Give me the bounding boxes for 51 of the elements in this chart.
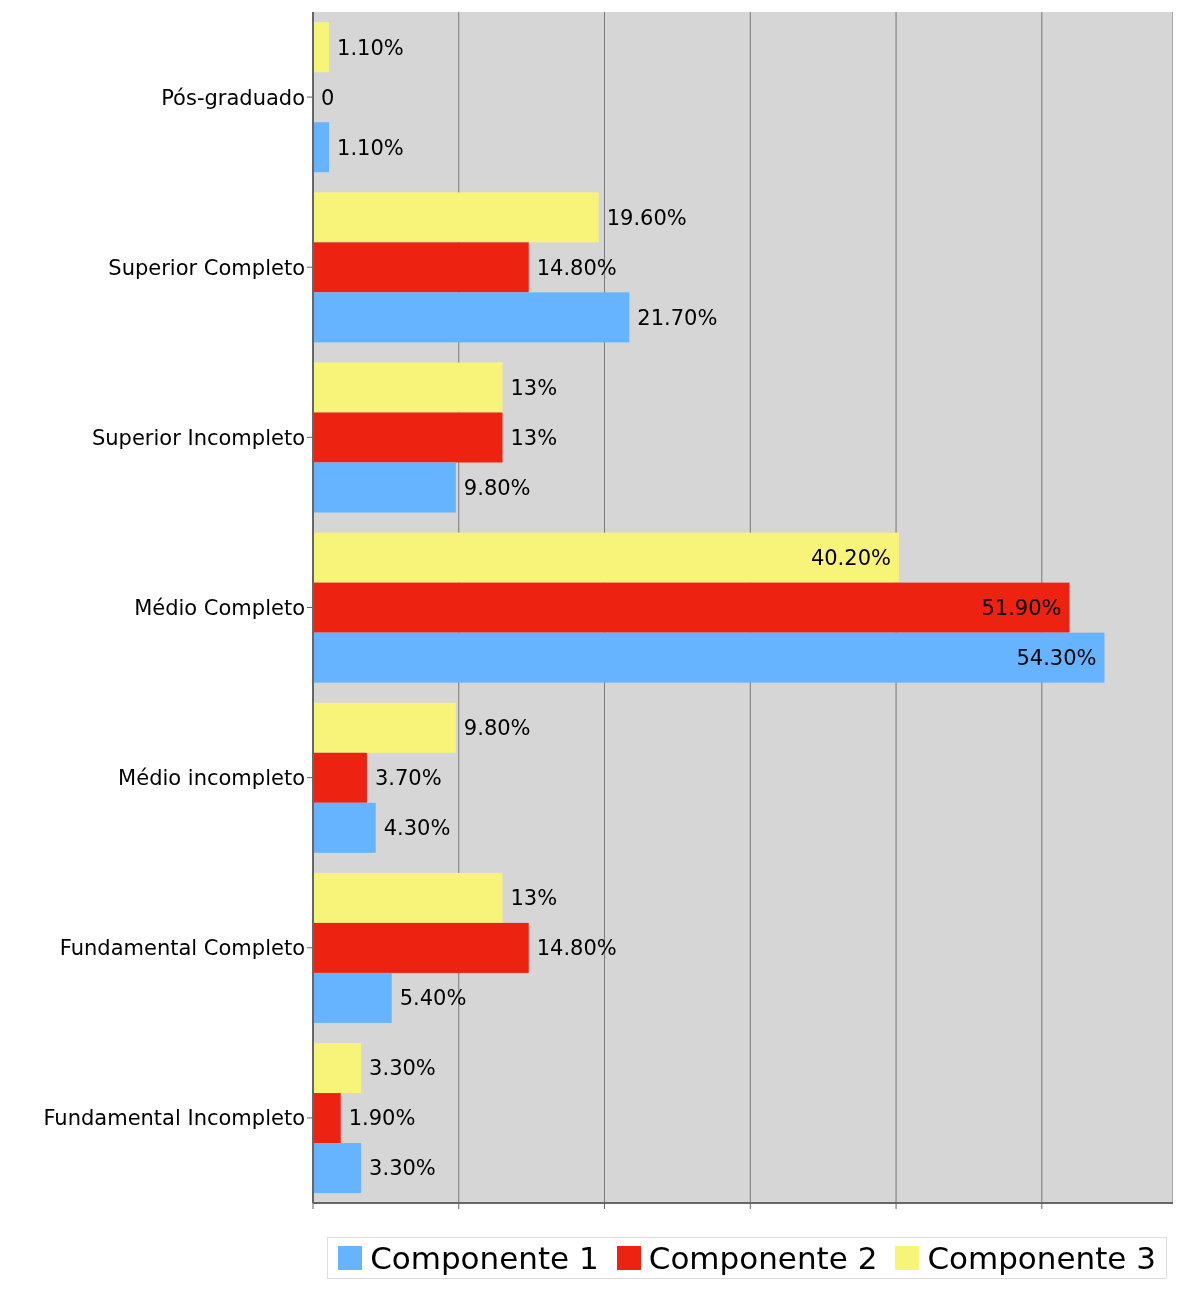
data-label: 13% xyxy=(510,886,558,911)
data-label: 3.70% xyxy=(374,766,442,791)
bar xyxy=(313,872,503,923)
y-tick-label: Fundamental Incompleto xyxy=(43,1106,305,1131)
bar xyxy=(313,632,1105,683)
bar xyxy=(313,192,599,243)
data-label: 19.60% xyxy=(606,205,687,230)
y-tick-label: Fundamental Completo xyxy=(59,936,305,961)
bar xyxy=(313,122,330,173)
bar xyxy=(313,1143,362,1194)
y-tick-label: Médio incompleto xyxy=(118,766,305,791)
data-label: 51.90% xyxy=(981,595,1062,620)
data-label: 14.80% xyxy=(536,936,617,961)
data-label: 14.80% xyxy=(536,255,617,280)
y-tick-label: Pós-graduado xyxy=(161,85,305,110)
legend-label: Componente 3 xyxy=(927,1240,1156,1276)
data-label: 54.30% xyxy=(1016,645,1097,670)
data-label: 1.90% xyxy=(348,1106,416,1131)
bar xyxy=(313,802,376,853)
bar xyxy=(313,922,529,973)
bar xyxy=(313,532,899,583)
bar xyxy=(313,362,503,413)
data-label: 4.30% xyxy=(383,816,451,841)
y-tick-label: Médio Completo xyxy=(134,595,305,620)
data-label: 9.80% xyxy=(463,716,531,741)
y-tick-label: Superior Incompleto xyxy=(91,425,305,450)
legend-label: Componente 2 xyxy=(648,1240,878,1276)
bar xyxy=(313,972,392,1023)
bar xyxy=(313,292,630,343)
bar xyxy=(313,752,367,803)
bar xyxy=(313,22,330,73)
bar xyxy=(313,1093,341,1144)
y-tick-label: Superior Completo xyxy=(108,255,305,280)
bar xyxy=(313,462,456,513)
bar xyxy=(313,702,456,753)
data-label: 13% xyxy=(510,425,558,450)
bar xyxy=(313,1043,362,1094)
data-label: 13% xyxy=(510,375,558,400)
bar xyxy=(313,242,529,293)
data-label: 0 xyxy=(321,85,335,110)
data-label: 40.20% xyxy=(810,545,891,570)
bar xyxy=(313,582,1070,633)
data-label: 21.70% xyxy=(637,305,718,330)
data-label: 1.10% xyxy=(337,135,404,160)
bar xyxy=(313,412,503,463)
data-label: 1.10% xyxy=(337,35,404,60)
data-label: 9.80% xyxy=(463,475,531,500)
data-label: 3.30% xyxy=(369,1056,436,1081)
legend-label: Componente 1 xyxy=(370,1240,599,1276)
data-label: 5.40% xyxy=(399,986,467,1011)
data-label: 3.30% xyxy=(369,1156,436,1181)
